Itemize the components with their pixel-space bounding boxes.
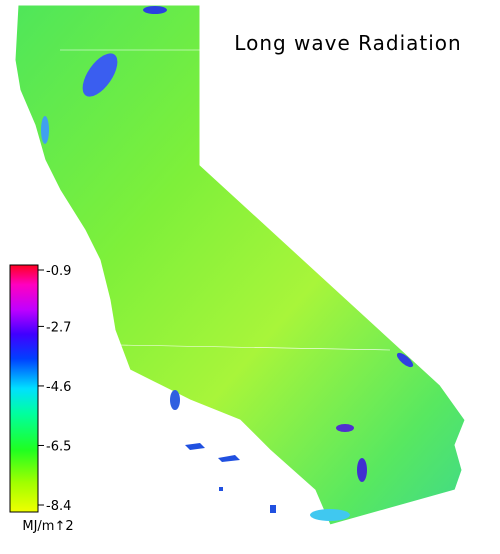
colorbar-tick-label: -6.5 [46,439,71,454]
colorbar-tick-label: -2.7 [46,320,71,335]
colorbar-unit: MJ/m↑2 [22,519,73,534]
colorbar-tick-label: -4.6 [46,380,71,395]
map-title: Long wave Radiation [234,31,461,55]
colorbar-ticks: -0.9 -2.7 -4.6 -6.5 -8.4 [38,264,71,514]
colorbar-tick-label: -8.4 [46,499,71,514]
colorbar-tick-label: -0.9 [46,264,71,279]
colorbar [9,264,39,513]
state-outline [14,4,466,526]
